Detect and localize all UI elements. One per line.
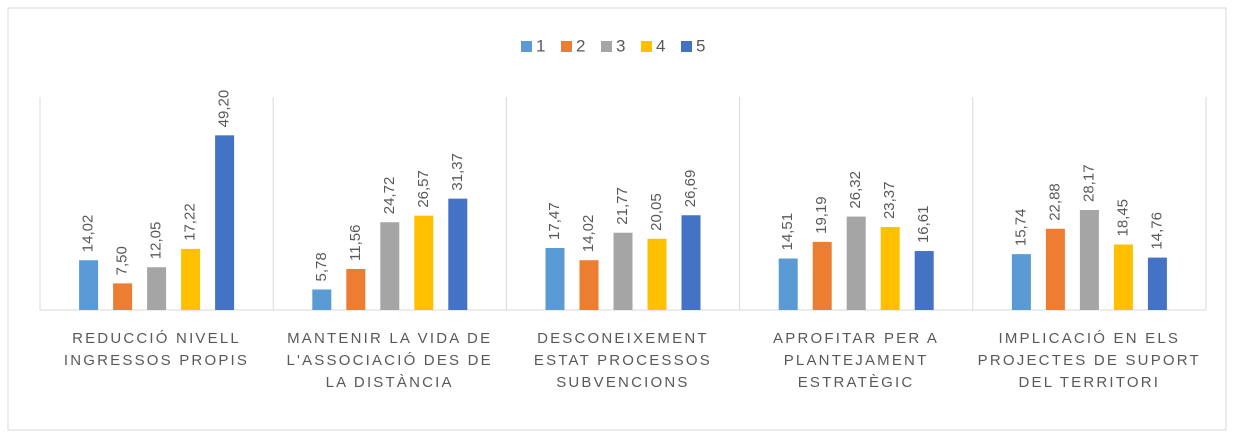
x-tick-label: APROFITAR PER A PLANTEJAMENT ESTRATÈGIC (773, 330, 940, 391)
legend-swatch (561, 41, 572, 52)
bar (812, 241, 832, 310)
legend-swatch (521, 41, 532, 52)
x-tick-label: IMPLICACIÓ EN ELS PROJECTES DE SUPORT DE… (977, 330, 1201, 391)
legend-swatch (601, 41, 612, 52)
value-label: 5,78 (313, 252, 330, 281)
bar (647, 238, 667, 310)
bar (613, 232, 633, 310)
bar (846, 216, 866, 310)
bar (880, 227, 900, 310)
value-label: 17,47 (546, 202, 563, 240)
chart-frame (7, 7, 1227, 431)
value-label: 21,77 (614, 187, 631, 225)
bar (79, 260, 99, 310)
value-label: 31,37 (449, 153, 466, 191)
value-label: 14,51 (779, 213, 796, 251)
bar (1113, 244, 1133, 310)
value-label: 14,02 (580, 215, 597, 253)
bar (113, 283, 133, 310)
legend-label: 4 (656, 36, 665, 55)
bar (1011, 254, 1031, 310)
value-label: 28,17 (1080, 164, 1097, 202)
legend-label: 2 (576, 36, 585, 55)
value-label: 17,22 (182, 203, 199, 241)
value-label: 18,45 (1114, 199, 1131, 237)
value-label: 12,05 (148, 222, 165, 260)
bar (914, 251, 934, 310)
bar (312, 289, 332, 310)
legend-swatch (681, 41, 692, 52)
bar (579, 260, 599, 310)
value-label: 23,37 (881, 181, 898, 219)
value-label: 15,74 (1012, 209, 1029, 247)
value-label: 16,61 (915, 205, 932, 243)
x-tick-label: REDUCCIÓ NIVELL INGRESSOS PROPIS (63, 330, 250, 369)
value-label: 22,88 (1046, 183, 1063, 221)
legend-label: 5 (696, 36, 705, 55)
value-label: 19,19 (813, 196, 830, 234)
x-tick-label: DESCONEIXEMENT ESTAT PROCESSOS SUBVENCIO… (533, 330, 712, 391)
legend-label: 1 (536, 36, 545, 55)
legend-label: 3 (616, 36, 625, 55)
bar (181, 248, 201, 310)
legend-swatch (641, 41, 652, 52)
value-label: 20,05 (648, 193, 665, 231)
bar (346, 268, 366, 310)
bar (414, 215, 434, 310)
bar (778, 258, 798, 310)
bar (545, 247, 565, 310)
value-label: 26,32 (847, 171, 864, 209)
bar (1147, 257, 1167, 310)
bar (1045, 228, 1065, 310)
value-label: 7,50 (114, 246, 131, 275)
value-label: 49,20 (216, 90, 233, 128)
value-label: 14,76 (1148, 212, 1165, 250)
bar (681, 215, 701, 310)
bar (448, 198, 468, 310)
value-label: 26,57 (415, 170, 432, 208)
bar (380, 222, 400, 310)
bar (147, 267, 167, 310)
value-label: 26,69 (682, 170, 699, 208)
bar (1079, 209, 1099, 310)
x-tick-label: MANTENIR LA VIDA DE L'ASSOCIACIÓ DES DE … (286, 330, 493, 391)
value-label: 11,56 (347, 225, 364, 261)
bar (215, 135, 235, 310)
value-label: 14,02 (80, 215, 97, 253)
value-label: 24,72 (381, 177, 398, 215)
